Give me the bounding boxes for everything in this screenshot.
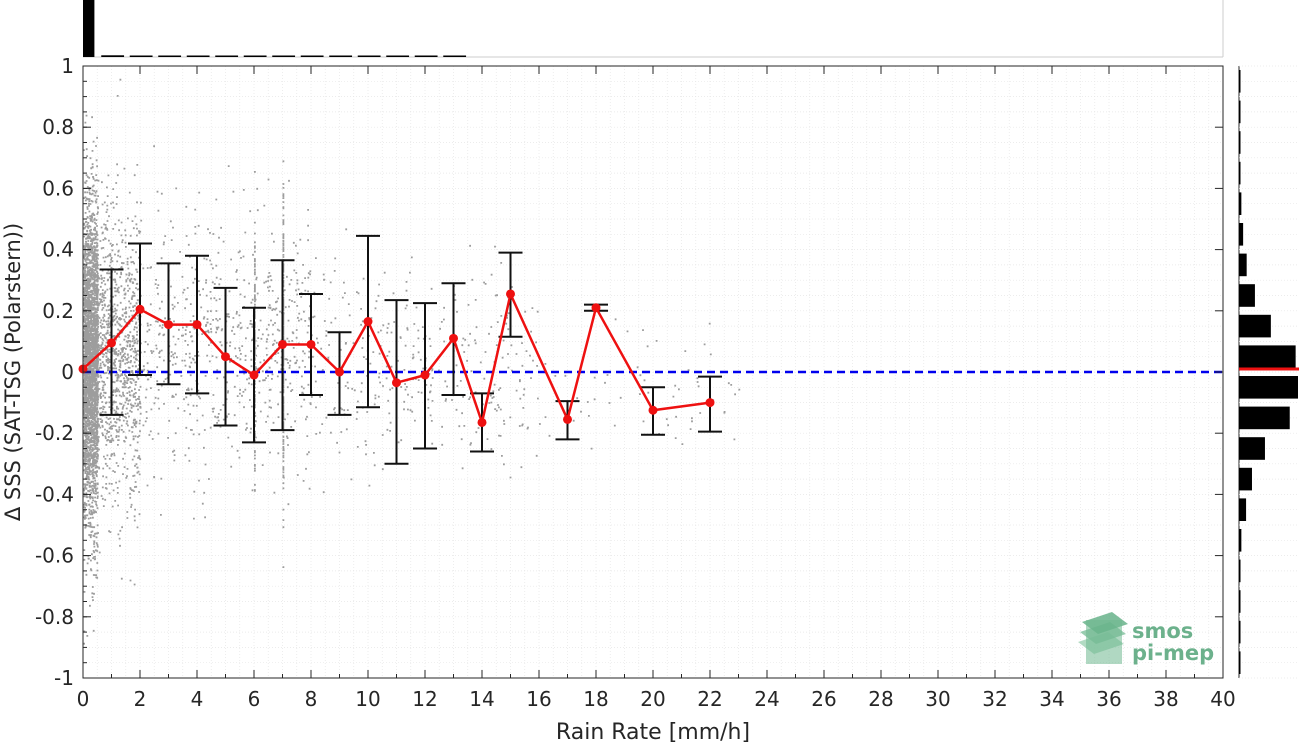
hist-top-bar (414, 55, 438, 57)
mean-marker (420, 370, 430, 380)
axes-layer (82, 65, 1224, 679)
hist-right-bar (1239, 406, 1290, 430)
y-tick-label: -0.6 (35, 544, 74, 568)
hist-top-bar (443, 55, 467, 57)
mean-marker (107, 338, 116, 348)
x-tick-label: 28 (868, 687, 893, 711)
mean-marker (392, 378, 401, 388)
mean-marker (449, 333, 458, 343)
hist-right-bar (1239, 559, 1241, 583)
x-tick-label: 32 (982, 687, 1007, 711)
mean-marker (563, 414, 572, 424)
mean-marker (591, 303, 601, 313)
hist-top-bar (215, 55, 239, 57)
hist-top-bar (186, 55, 210, 57)
mean-marker (278, 339, 287, 349)
hist-right-bar (1239, 437, 1265, 460)
mean-marker (477, 417, 487, 427)
mean-marker (221, 352, 230, 362)
hist-right-bar (1239, 131, 1241, 154)
mean-marker (164, 320, 173, 330)
hist-top-bar (300, 55, 324, 57)
tick-labels: 0 2 4 6 8 10 12 14 16 18 20 22 24 26 28 30 32 34 36 38 40-1-… (35, 54, 1236, 711)
x-tick-label: 2 (134, 687, 147, 711)
hist-right-bar (1239, 651, 1241, 674)
x-tick-label: 6 (248, 687, 261, 711)
hist-top-bar (129, 55, 153, 57)
mean-marker (135, 304, 145, 314)
hist-right-bar (1239, 223, 1244, 246)
logo-text-smos: smos (1132, 619, 1193, 643)
hist-top-bar (329, 55, 353, 57)
x-tick-label: 20 (640, 687, 665, 711)
hist-right-bar (1239, 498, 1247, 521)
mean-series-group (78, 234, 722, 465)
mean-marker (249, 370, 259, 380)
hist-top-bar (357, 55, 381, 57)
x-tick-label: 40 (1210, 687, 1235, 711)
logo-text-pimep: pi-mep (1132, 641, 1214, 665)
x-tick-label: 8 (305, 687, 318, 711)
hist-top-bar (83, 0, 95, 57)
x-tick-label: 30 (925, 687, 950, 711)
hist-right-bar (1239, 620, 1241, 644)
x-tick-label: 14 (469, 687, 494, 711)
y-tick-label: -0.2 (35, 421, 74, 445)
hist-right-bar (1239, 70, 1241, 93)
x-tick-label: 36 (1096, 687, 1121, 711)
x-tick-label: 10 (355, 687, 380, 711)
x-tick-label: 0 (77, 687, 90, 711)
hist-top-bar (101, 55, 125, 57)
x-tick-label: 38 (1153, 687, 1178, 711)
x-tick-label: 22 (697, 687, 722, 711)
hist-top-bar (158, 55, 182, 57)
mean-marker (705, 398, 715, 408)
mean-marker (335, 367, 344, 377)
hist-top-bar (272, 55, 296, 57)
hist-right-bar (1239, 529, 1242, 552)
marginal-y-histogram (1238, 65, 1299, 679)
y-tick-label: 0.4 (42, 238, 74, 262)
y-tick-label: -0.4 (35, 482, 74, 506)
hist-right-bar (1239, 376, 1298, 399)
mean-marker (306, 339, 316, 349)
x-tick-label: 26 (811, 687, 836, 711)
mean-marker (192, 320, 202, 330)
marginal-x-histogram (83, 0, 1224, 58)
hist-right-bar (1239, 590, 1241, 613)
x-tick-label: 12 (412, 687, 437, 711)
y-tick-label: -1 (54, 666, 74, 690)
mean-marker (648, 405, 658, 415)
y-tick-label: 0.2 (42, 299, 74, 323)
x-tick-label: 34 (1039, 687, 1064, 711)
y-axis-label: Δ SSS (SAT-TSG (Polarstern)) (1, 223, 25, 521)
y-tick-label: -0.8 (35, 605, 74, 629)
hist-right-bar (1239, 192, 1242, 215)
hist-top-bar (386, 55, 410, 57)
mean-marker (363, 317, 373, 327)
hist-right-bar (1239, 161, 1241, 185)
x-tick-label: 16 (526, 687, 551, 711)
mean-series-line (82, 290, 711, 428)
x-tick-label: 24 (754, 687, 779, 711)
y-tick-label: 0.8 (42, 115, 74, 139)
hist-top-bar (243, 55, 267, 57)
y-tick-label: 0.6 (42, 176, 74, 200)
hist-right-bar (1239, 253, 1247, 277)
mean-marker (506, 289, 515, 299)
y-tick-label: 1 (61, 54, 74, 78)
logo-layers-icon (1078, 612, 1128, 664)
x-tick-label: 4 (191, 687, 204, 711)
x-tick-label: 18 (583, 687, 608, 711)
hist-right-bar (1239, 284, 1255, 307)
hist-right-bar (1239, 314, 1271, 338)
smos-pimep-logo: smos pi-mep (1078, 612, 1214, 665)
hist-right-bar (1239, 345, 1296, 368)
y-tick-label: 0 (61, 360, 74, 384)
x-axis-label: Rain Rate [mm/h] (556, 720, 750, 745)
hist-right-bar (1239, 100, 1241, 124)
hist-right-bar (1239, 467, 1252, 491)
